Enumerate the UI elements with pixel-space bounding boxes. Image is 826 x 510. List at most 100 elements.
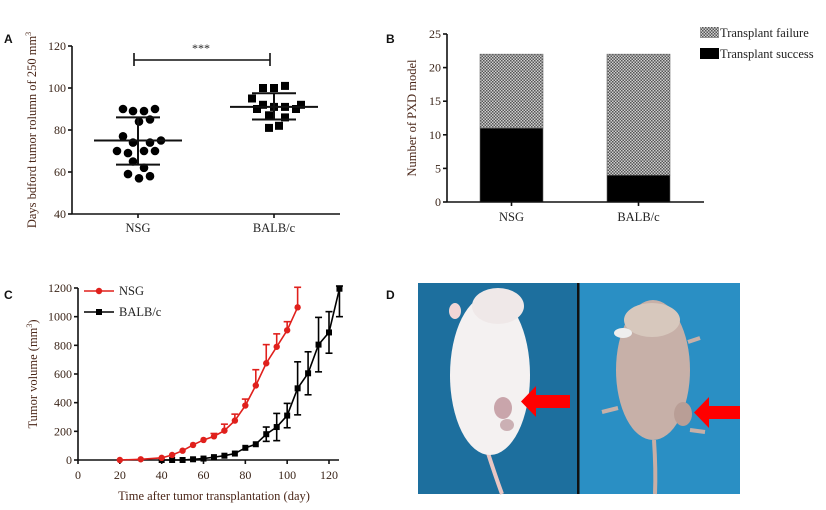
y-tick-label: 200 bbox=[54, 424, 72, 438]
data-point-nsg bbox=[150, 146, 160, 156]
data-point-nsg bbox=[221, 427, 228, 434]
legend-label-balbc: BALB/c bbox=[119, 305, 162, 319]
x-tick-label: 100 bbox=[278, 468, 296, 482]
data-point-nsg bbox=[200, 436, 207, 444]
photo-divider bbox=[577, 283, 580, 494]
panel-label-b: B bbox=[386, 32, 395, 46]
data-point-nsg bbox=[273, 343, 280, 350]
legend-label-nsg: NSG bbox=[119, 284, 144, 298]
x-tick-label: 120 bbox=[320, 468, 338, 482]
x-axis-label: Time after tumor transplantation (day) bbox=[118, 489, 310, 503]
x-tick-label: 40 bbox=[156, 468, 168, 482]
y-tick-label: 5 bbox=[435, 161, 441, 175]
data-point-balbc bbox=[315, 341, 322, 348]
data-point-nsg bbox=[179, 447, 186, 454]
x-tick-label: 60 bbox=[198, 468, 210, 482]
y-axis-label-suffix: ) bbox=[26, 319, 40, 323]
data-point-nsg bbox=[263, 360, 270, 367]
y-tick-label: 25 bbox=[429, 27, 441, 41]
data-point-balbc bbox=[179, 457, 186, 463]
data-point-nsg bbox=[150, 104, 160, 114]
data-point-balbc bbox=[253, 105, 261, 113]
y-tick-label: 40 bbox=[54, 207, 66, 221]
panel-label-d: D bbox=[386, 288, 395, 302]
data-point-balbc bbox=[252, 441, 259, 448]
nsg-mouse-image bbox=[601, 300, 706, 495]
data-point-balbc bbox=[263, 431, 270, 438]
data-point-nsg bbox=[139, 106, 149, 116]
data-point-nsg bbox=[231, 417, 239, 424]
y-tick-label: 120 bbox=[48, 39, 66, 53]
legend-swatch bbox=[700, 27, 719, 38]
x-category-label: NSG bbox=[125, 221, 150, 235]
data-point-nsg bbox=[112, 146, 122, 156]
data-point-balbc bbox=[281, 81, 289, 90]
data-point-nsg bbox=[134, 174, 144, 183]
data-point-balbc bbox=[326, 329, 332, 336]
legend-label: Transplant failure bbox=[720, 26, 809, 40]
data-point-balbc bbox=[292, 105, 300, 113]
data-point-balbc bbox=[273, 424, 280, 431]
data-point-nsg bbox=[252, 382, 259, 389]
data-point-nsg bbox=[168, 451, 176, 459]
data-point-nsg bbox=[139, 146, 149, 156]
data-point-nsg bbox=[145, 171, 155, 181]
series-line-nsg bbox=[119, 307, 299, 461]
panel-d-mouse-photo bbox=[418, 283, 740, 495]
data-point-nsg bbox=[118, 132, 128, 141]
data-point-balbc bbox=[294, 385, 301, 392]
panel-label-a: A bbox=[4, 32, 13, 46]
data-point-nsg bbox=[137, 456, 144, 463]
bar-success bbox=[479, 127, 544, 203]
data-point-balbc bbox=[270, 84, 278, 92]
x-tick-label: 20 bbox=[114, 468, 126, 482]
panel-b-stacked-bar: 0 5 10 15 20 25 Number of PXD model NSG BALB/c Tr… bbox=[405, 26, 814, 224]
significance-stars: *** bbox=[192, 41, 210, 55]
data-point-balbc bbox=[248, 94, 256, 103]
y-tick-label: 20 bbox=[429, 61, 441, 75]
data-point-balbc bbox=[336, 285, 343, 292]
y-tick-label: 60 bbox=[54, 165, 66, 179]
data-point-balbc bbox=[259, 100, 267, 109]
y-axis-label: Days bdford tumor rolumn of 250 mm3 bbox=[24, 32, 39, 228]
data-point-balbc bbox=[200, 455, 207, 462]
data-point-nsg bbox=[116, 456, 124, 464]
balbc-mouse-image bbox=[449, 288, 530, 495]
data-point-nsg bbox=[283, 327, 291, 334]
data-point-balbc bbox=[242, 444, 249, 451]
data-point-balbc bbox=[259, 84, 267, 92]
data-point-balbc bbox=[281, 113, 289, 122]
bar-failure bbox=[479, 53, 544, 129]
data-point-balbc bbox=[210, 454, 217, 461]
y-axis-label-superscript: 3 bbox=[24, 32, 33, 36]
data-point-balbc bbox=[169, 457, 176, 463]
y-tick-label: 100 bbox=[48, 81, 66, 95]
bar-failure bbox=[606, 53, 671, 176]
data-point-balbc bbox=[231, 450, 238, 457]
y-tick-label: 80 bbox=[54, 123, 66, 137]
y-tick-label: 10 bbox=[429, 128, 441, 142]
legend-swatch bbox=[700, 48, 719, 59]
x-category-label: BALB/c bbox=[617, 210, 660, 224]
data-point-balbc bbox=[265, 111, 273, 120]
legend-marker-nsg bbox=[95, 287, 103, 295]
x-category-label: NSG bbox=[499, 210, 524, 224]
data-point-balbc bbox=[190, 456, 197, 463]
panel-a-scatter: 40 60 80 100 120 NSG BALB/c Days bdford tumor r… bbox=[24, 32, 340, 235]
legend-marker-balbc bbox=[96, 309, 102, 315]
data-point-nsg bbox=[189, 441, 197, 449]
panel-c-growth-curve: 0 200 400 600 800 1000 1200 0 20 40 60 80 100 120 Time… bbox=[25, 281, 343, 503]
red-arrow-left-photo-icon bbox=[521, 386, 570, 417]
y-axis-label: Number of PXD model bbox=[405, 59, 419, 177]
y-tick-label: 1000 bbox=[48, 310, 72, 324]
data-point-nsg bbox=[294, 304, 301, 311]
red-arrow-right-photo-icon bbox=[694, 397, 740, 428]
panel-label-c: C bbox=[4, 288, 13, 302]
y-tick-label: 1200 bbox=[48, 281, 72, 295]
x-tick-label: 0 bbox=[75, 468, 81, 482]
bar-success bbox=[606, 174, 671, 203]
y-axis-label-superscript: 3 bbox=[25, 324, 34, 328]
series-line-balbc bbox=[161, 288, 341, 461]
y-tick-label: 0 bbox=[66, 453, 72, 467]
data-point-nsg bbox=[210, 433, 218, 440]
